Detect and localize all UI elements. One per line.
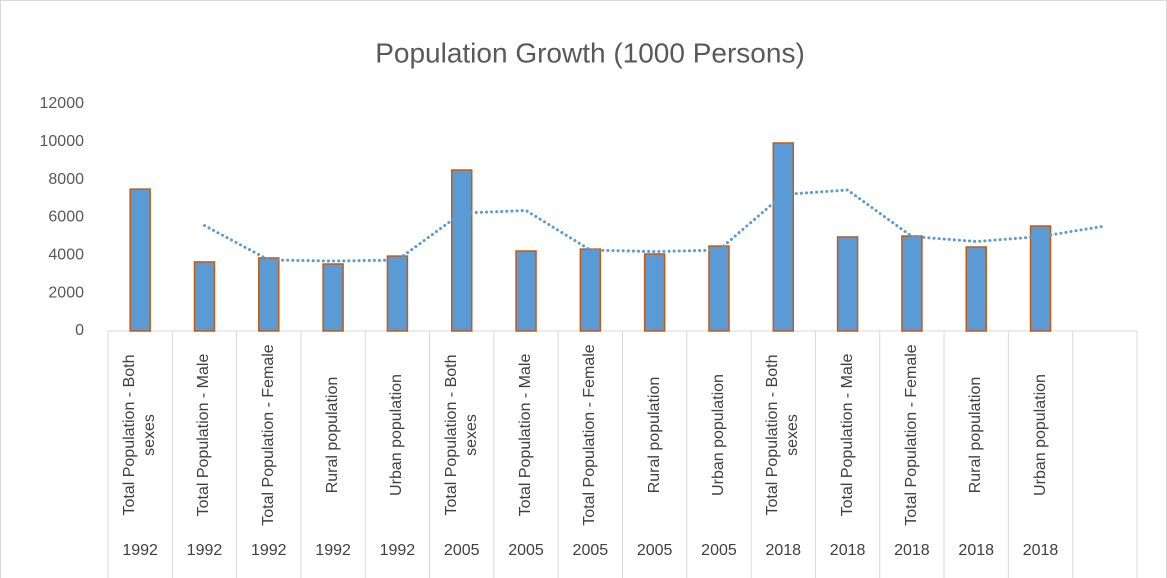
y-tick-label: 12000 (40, 95, 85, 112)
x-tick-label: Total Population - Both sexes (442, 354, 480, 516)
bar (708, 245, 730, 332)
bar (1029, 225, 1052, 332)
y-tick-label: 4000 (48, 247, 84, 264)
x-group-label: 2018 (894, 542, 930, 559)
x-tick-label: Total Population - Both sexes (121, 354, 159, 516)
x-tick-label: Rural population (645, 376, 663, 494)
x-group-label: 2018 (958, 542, 994, 559)
trendline (202, 188, 1107, 263)
bar (129, 188, 151, 332)
x-group-label: 2018 (765, 542, 801, 559)
x-tick-label: Total Population - Male (517, 353, 535, 517)
x-group-label: 1992 (251, 542, 287, 559)
x-tick-label: Urban population (709, 374, 727, 496)
x-tick-label: Urban population (1031, 374, 1049, 496)
x-tick-label: Total Population - Both sexes (764, 354, 802, 516)
bar (515, 250, 537, 332)
x-group-label: 2005 (444, 542, 480, 559)
bar (901, 235, 923, 332)
x-group-label: 1992 (315, 542, 351, 559)
bar (965, 246, 987, 332)
x-tick-label: Total Population - Female (902, 344, 920, 526)
bar (450, 169, 473, 332)
y-tick-label: 0 (75, 322, 84, 339)
x-group-label: 2018 (830, 542, 866, 559)
x-tick-label: Total Population - Female (581, 344, 599, 526)
bar (258, 257, 280, 332)
x-tick-label: Total Population - Male (195, 353, 213, 517)
x-tick-label: Rural population (324, 376, 342, 494)
bar (772, 142, 795, 332)
bar (836, 236, 859, 332)
x-tick-label: Total Population - Female (259, 344, 277, 526)
x-tick-label: Total Population - Male (838, 353, 856, 517)
x-group-label: 2005 (573, 542, 609, 559)
y-tick-label: 10000 (40, 133, 85, 150)
x-tick-label: Urban population (388, 374, 406, 496)
bar (386, 255, 409, 332)
y-tick-label: 6000 (48, 209, 84, 226)
bar (322, 263, 344, 332)
x-group-label: 2005 (701, 542, 737, 559)
bar (193, 261, 216, 332)
x-tick-label: Rural population (967, 376, 985, 494)
x-group-label: 1992 (380, 542, 416, 559)
x-group-label: 2018 (1023, 542, 1059, 559)
y-tick-label: 2000 (48, 284, 84, 301)
y-tick-label: 8000 (48, 171, 84, 188)
x-group-label: 1992 (122, 542, 158, 559)
bar (643, 253, 666, 332)
x-group-label: 1992 (187, 542, 223, 559)
x-group-label: 2005 (637, 542, 673, 559)
bar (579, 248, 602, 332)
chart-title: Population Growth (1000 Persons) (375, 37, 805, 68)
x-group-label: 2005 (508, 542, 544, 559)
